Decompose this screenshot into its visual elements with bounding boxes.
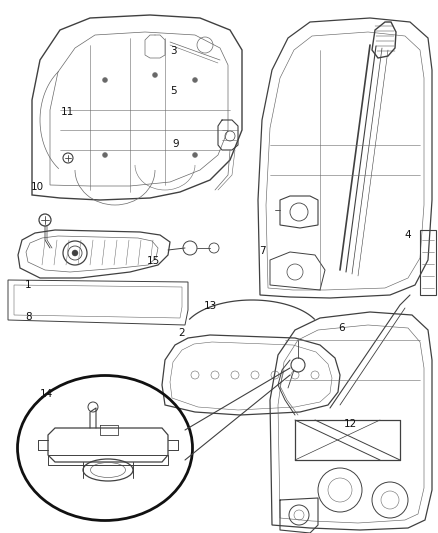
Text: 15: 15 xyxy=(147,256,160,266)
Text: 4: 4 xyxy=(404,230,411,239)
Text: 3: 3 xyxy=(170,46,177,55)
Text: 7: 7 xyxy=(259,246,266,255)
Circle shape xyxy=(102,152,107,157)
Text: 10: 10 xyxy=(31,182,44,191)
Circle shape xyxy=(192,152,198,157)
Text: 1: 1 xyxy=(25,280,32,290)
Text: 14: 14 xyxy=(39,390,53,399)
Circle shape xyxy=(152,72,158,77)
Text: 13: 13 xyxy=(204,302,217,311)
Circle shape xyxy=(192,77,198,83)
Text: 9: 9 xyxy=(172,139,179,149)
Text: 6: 6 xyxy=(338,323,345,333)
Text: 8: 8 xyxy=(25,312,32,322)
Text: 11: 11 xyxy=(61,107,74,117)
Circle shape xyxy=(102,77,107,83)
Text: 12: 12 xyxy=(344,419,357,429)
Text: 5: 5 xyxy=(170,86,177,95)
Text: 2: 2 xyxy=(178,328,185,338)
Circle shape xyxy=(72,250,78,256)
